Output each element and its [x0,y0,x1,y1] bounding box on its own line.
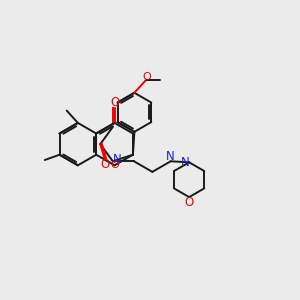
Text: N: N [166,150,175,163]
Text: O: O [143,72,152,82]
Text: O: O [110,96,119,109]
Text: O: O [101,158,110,171]
Text: N: N [181,156,190,169]
Text: N: N [113,153,122,166]
Text: O: O [110,160,119,170]
Text: O: O [184,196,194,208]
